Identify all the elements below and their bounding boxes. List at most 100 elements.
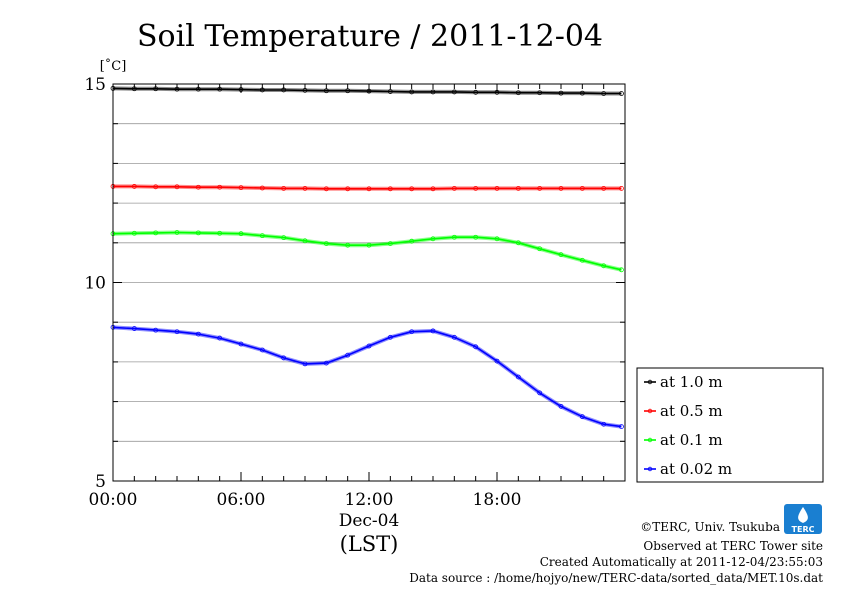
legend-marker	[647, 466, 653, 472]
data-point	[238, 231, 244, 237]
series-at-1-0-m	[110, 85, 624, 96]
data-point	[302, 186, 308, 191]
data-point	[619, 186, 624, 191]
data-point	[259, 347, 265, 353]
y-tick-label: 5	[95, 472, 106, 492]
x-axis: 00:00 06:00 12:00 18:00	[89, 84, 626, 510]
legend-item: at 0.5 m	[644, 402, 723, 420]
data-point	[259, 233, 265, 239]
data-point	[515, 240, 521, 246]
data-point	[345, 352, 351, 358]
chart-title: Soil Temperature / 2011-12-04	[137, 19, 603, 54]
data-point	[601, 91, 607, 96]
data-point	[281, 355, 287, 361]
x-tick-label: 00:00	[89, 490, 138, 510]
data-point	[387, 186, 393, 192]
data-point	[601, 421, 607, 427]
data-point	[579, 414, 585, 420]
data-point	[195, 331, 201, 337]
data-point	[153, 327, 159, 333]
data-point	[174, 329, 180, 335]
series-line	[112, 231, 622, 271]
data-point	[473, 234, 479, 240]
data-point	[174, 184, 180, 190]
data-point	[579, 257, 585, 263]
data-point	[579, 186, 585, 191]
data-point	[558, 403, 564, 409]
data-point	[387, 334, 393, 340]
legend-label: at 1.0 m	[660, 373, 723, 391]
x-tick-label: 18:00	[473, 490, 522, 510]
data-point	[323, 360, 329, 366]
legend-label: at 0.5 m	[660, 402, 723, 420]
data-point	[345, 186, 351, 192]
data-point	[153, 230, 159, 236]
legend-marker	[647, 379, 653, 385]
x-axis-date-label: Dec-04	[339, 511, 400, 531]
data-point	[473, 344, 479, 350]
data-point	[174, 230, 180, 235]
data-point	[515, 374, 521, 380]
legend-box	[636, 367, 824, 483]
data-point	[451, 186, 457, 191]
data-point	[409, 238, 415, 244]
data-point	[409, 329, 415, 335]
data-point	[515, 90, 521, 96]
x-tick-label: 06:00	[217, 490, 266, 510]
legend-label: at 0.1 m	[660, 431, 723, 449]
data-point	[281, 186, 287, 191]
x-tick-label: 12:00	[345, 490, 394, 510]
data-point	[302, 361, 308, 367]
data-point	[451, 234, 457, 240]
data-point	[131, 184, 137, 189]
data-point	[430, 186, 436, 192]
series-at-0-1-m	[110, 230, 624, 273]
data-point	[537, 90, 543, 96]
data-point	[259, 185, 265, 191]
created-timestamp-text: Created Automatically at 2011-12-04/23:5…	[540, 555, 823, 569]
data-point	[601, 263, 607, 269]
observed-site-text: Observed at TERC Tower site	[643, 539, 823, 553]
legend-label: at 0.02 m	[660, 460, 732, 478]
data-point	[601, 186, 607, 191]
terc-logo-text: TERC	[792, 525, 815, 534]
data-point	[558, 90, 564, 96]
data-point	[430, 328, 436, 334]
series-band	[112, 230, 622, 272]
data-point	[366, 343, 372, 349]
series-band	[112, 325, 622, 429]
data-point	[281, 235, 287, 241]
grid-lines	[113, 123, 625, 442]
series-line	[113, 185, 622, 190]
data-point	[153, 184, 159, 190]
data-point	[537, 246, 543, 252]
data-point	[451, 334, 457, 340]
plot-series	[110, 85, 624, 430]
data-point	[537, 186, 543, 191]
y-tick-label: 15	[84, 75, 106, 95]
data-point	[366, 242, 372, 248]
water-drop-icon	[798, 507, 808, 523]
data-point	[579, 90, 585, 96]
data-point	[217, 335, 223, 341]
data-point	[494, 236, 500, 242]
data-point	[131, 230, 137, 236]
data-point	[473, 186, 479, 191]
legend-marker	[647, 408, 653, 414]
data-point	[345, 242, 351, 248]
data-point	[558, 186, 564, 191]
legend-marker	[647, 437, 653, 443]
y-axis-unit: [˚C]	[100, 58, 127, 74]
data-point	[409, 89, 415, 95]
data-point	[494, 186, 500, 191]
series-at-0-5-m	[110, 184, 624, 192]
y-axis: 5 10 15	[84, 75, 625, 492]
legend-item: at 1.0 m	[644, 373, 723, 391]
data-point	[131, 326, 137, 331]
legend-item: at 0.02 m	[644, 460, 732, 478]
data-point	[387, 89, 393, 94]
data-point	[195, 184, 201, 190]
data-point	[387, 241, 393, 246]
series-line	[112, 326, 622, 428]
